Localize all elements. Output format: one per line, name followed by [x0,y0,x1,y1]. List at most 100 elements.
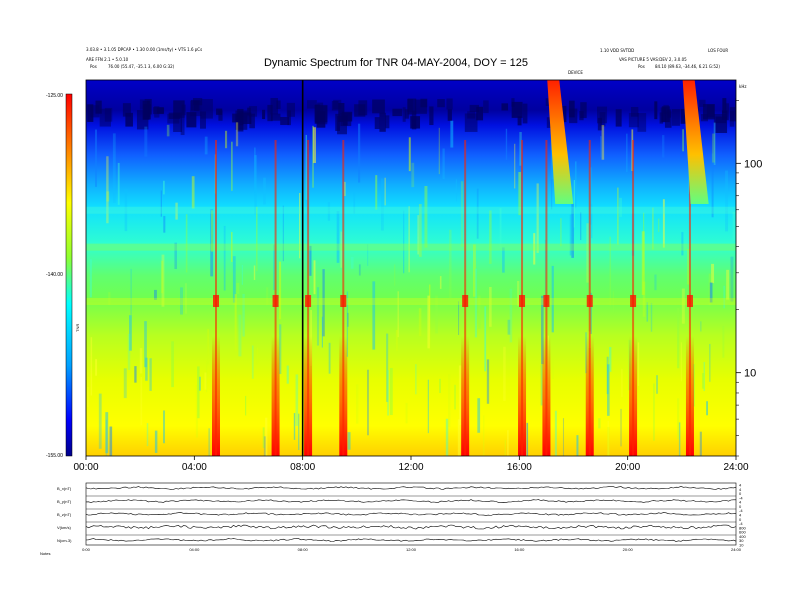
series-line [85,538,737,542]
spectrum-texture [730,256,734,302]
spectrum-texture [715,116,728,134]
spectrum-texture [145,357,148,381]
spectrum-texture [154,430,158,453]
series-label: B_y(nT) [57,499,72,504]
spectrum-texture [353,192,356,214]
spectrum-texture [195,385,199,438]
burst-band-hit [630,294,637,307]
bottom-x-tick-label: 04:00 [189,547,200,552]
spectrum-texture [146,423,149,447]
spectrum-texture [204,372,207,390]
spectrum-texture [149,358,152,391]
spectrum-texture [445,418,449,456]
spectrum-texture [458,301,460,335]
spectrum-texture [437,99,445,108]
spectrum-texture [358,100,368,116]
header-info-right-2: VAS PICTURE 5 VAS:DEV 2, 3.0.05 [619,57,687,62]
spectrum-texture [206,361,208,393]
spectrum-texture [455,179,458,202]
spectrum-texture [185,214,188,273]
spectrum-texture [713,113,727,124]
spectrum-texture [331,100,339,111]
spectrum-texture [509,288,513,343]
spectrum-texture [458,365,462,425]
spectrum-texture [700,321,702,332]
spectrum-texture [540,364,543,406]
spectrum-texture [642,281,646,317]
x-tick-label: 04:00 [182,462,207,473]
spectrum-texture [597,117,602,131]
spectrum-texture [609,236,611,306]
spectrum-texture [473,244,476,297]
spectrum-texture [677,398,680,440]
spectrum-texture [415,364,417,395]
bottom-x-tick-label: 24:00 [731,547,742,552]
spectrum-texture [198,376,201,391]
spectrum-texture [287,110,291,126]
spectrum-texture [702,373,705,389]
spectrum-texture [580,212,582,241]
spectrum-texture [327,202,331,221]
burst-band-hit [519,294,526,307]
spectrum-texture [526,422,529,456]
spectrum-texture [677,307,680,369]
spectrum-texture [429,106,434,126]
spectrum-texture [367,369,369,436]
spectrum-texture [476,188,479,239]
spectrum-texture [125,112,133,127]
spectrum-texture [144,126,148,157]
spectrum-texture [90,337,93,396]
spectrum-texture [309,245,312,276]
spectrum-texture [681,288,685,324]
spectrum-texture [620,408,622,447]
spectrum-texture [507,430,509,456]
spectrum-texture [87,104,94,122]
spectrum-texture [211,210,214,252]
spectrum-texture [536,183,539,253]
spectrum-texture [90,105,100,118]
spectrum-texture [502,247,505,273]
spectrum-texture [134,366,137,383]
spectrum-texture [231,232,233,262]
type-iii-burst [682,80,709,204]
bottom-right-tick-label: 0 [739,504,742,509]
spectrum-texture [321,316,323,348]
spectrum-texture [175,202,178,220]
burst-band-hit [272,294,279,307]
spectrum-texture [385,115,390,129]
spectrum-texture [711,153,714,218]
spectrum-texture [99,108,111,127]
spectrum-texture [313,260,316,295]
spectrum-texture [389,367,393,416]
spectrum-texture [328,342,331,374]
spectrum-texture [514,143,516,189]
spectrum-texture [166,124,170,137]
emission-band [86,243,736,251]
spectrum-texture [709,343,711,382]
spectrum-texture [571,203,574,258]
spectrum-texture [161,260,164,294]
colorbar [65,93,73,457]
spectrum-texture [486,359,490,404]
spectrum-texture [449,229,452,299]
spectrum-texture [154,289,157,300]
bottom-right-tick-label: 4 [739,513,742,518]
spectrum-texture [245,395,247,416]
spectrum-texture [483,415,485,456]
spectrum-texture [384,177,386,206]
series-label: B_z(nT) [57,512,72,517]
bottom-right-tick-label: 4 [739,483,742,488]
spectrum-texture [263,177,266,205]
x-tick-label: 12:00 [398,462,423,473]
spectrum-texture [469,104,479,113]
burst-band-hit [305,294,312,307]
bottom-right-tick-label: 30 [739,538,744,543]
spectrum-texture [224,130,228,149]
spectrum-texture [286,102,296,117]
colorbar-units-label: TNR [75,324,80,332]
spectrum-texture [394,264,396,286]
bottom-right-tick-label: 10 [739,543,744,548]
series-line [85,499,736,503]
spectrum-texture [533,233,536,265]
spectrum-texture [478,295,481,329]
